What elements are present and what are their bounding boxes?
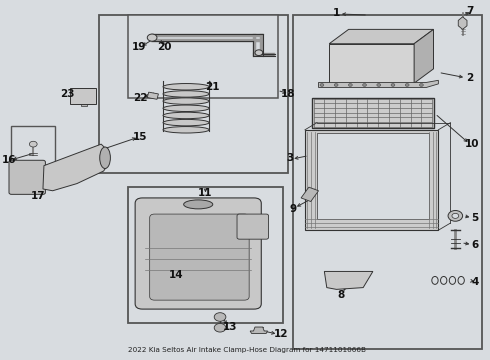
Polygon shape xyxy=(250,327,268,333)
Text: 13: 13 xyxy=(222,322,237,332)
Polygon shape xyxy=(329,44,414,83)
Bar xyxy=(312,98,434,128)
FancyBboxPatch shape xyxy=(9,160,46,194)
Bar xyxy=(312,98,434,128)
Polygon shape xyxy=(147,92,158,99)
Text: 20: 20 xyxy=(157,42,172,52)
Text: 23: 23 xyxy=(60,89,74,99)
Polygon shape xyxy=(324,271,373,289)
Bar xyxy=(317,134,429,220)
Text: 2: 2 xyxy=(466,73,473,83)
Text: 14: 14 xyxy=(169,270,184,280)
Ellipse shape xyxy=(163,105,209,112)
FancyBboxPatch shape xyxy=(70,88,96,104)
Circle shape xyxy=(255,50,263,55)
Ellipse shape xyxy=(163,84,209,90)
FancyBboxPatch shape xyxy=(149,214,249,300)
Text: 7: 7 xyxy=(466,6,474,17)
Circle shape xyxy=(214,323,226,332)
Bar xyxy=(305,130,439,230)
Bar xyxy=(15,180,39,183)
Bar xyxy=(293,15,482,348)
Ellipse shape xyxy=(163,98,209,104)
Polygon shape xyxy=(329,30,434,44)
Circle shape xyxy=(452,213,459,219)
Bar xyxy=(15,168,39,171)
Circle shape xyxy=(363,84,367,86)
Bar xyxy=(15,174,39,177)
Circle shape xyxy=(320,84,324,86)
Ellipse shape xyxy=(163,91,209,97)
Ellipse shape xyxy=(163,112,209,119)
Polygon shape xyxy=(43,144,108,191)
Bar xyxy=(128,15,278,98)
Circle shape xyxy=(348,84,352,86)
Ellipse shape xyxy=(163,127,209,133)
Text: 1: 1 xyxy=(333,8,340,18)
Text: 11: 11 xyxy=(198,188,213,198)
Ellipse shape xyxy=(100,147,110,168)
Text: 3: 3 xyxy=(287,153,294,163)
Circle shape xyxy=(214,313,226,321)
Text: 21: 21 xyxy=(205,82,220,92)
Polygon shape xyxy=(414,30,434,83)
Text: 2022 Kia Seltos Air Intake Clamp-Hose Diagram for 1471101066B: 2022 Kia Seltos Air Intake Clamp-Hose Di… xyxy=(128,347,366,353)
Bar xyxy=(15,162,39,166)
FancyBboxPatch shape xyxy=(135,198,261,309)
Bar xyxy=(81,102,87,107)
Text: 4: 4 xyxy=(471,277,478,287)
Text: 12: 12 xyxy=(273,329,288,339)
Text: 16: 16 xyxy=(2,155,16,165)
Text: 18: 18 xyxy=(281,89,295,99)
Text: 10: 10 xyxy=(465,139,480,149)
Text: 5: 5 xyxy=(471,213,478,222)
Text: 15: 15 xyxy=(133,132,147,142)
Polygon shape xyxy=(301,187,318,202)
FancyBboxPatch shape xyxy=(237,214,269,239)
Polygon shape xyxy=(318,80,439,87)
Circle shape xyxy=(29,141,37,147)
Polygon shape xyxy=(458,17,467,30)
Circle shape xyxy=(391,84,395,86)
Circle shape xyxy=(448,211,463,221)
Circle shape xyxy=(405,84,409,86)
Circle shape xyxy=(377,84,381,86)
Circle shape xyxy=(334,84,338,86)
Text: 8: 8 xyxy=(338,290,345,300)
Text: 17: 17 xyxy=(31,191,46,201)
Circle shape xyxy=(147,34,157,41)
Text: 9: 9 xyxy=(289,204,296,214)
Bar xyxy=(11,126,55,180)
Text: 6: 6 xyxy=(471,239,478,249)
Bar xyxy=(99,15,288,173)
Circle shape xyxy=(419,84,423,86)
Bar xyxy=(15,186,39,189)
Bar xyxy=(128,187,283,323)
Ellipse shape xyxy=(184,200,213,209)
Ellipse shape xyxy=(163,120,209,126)
Text: 19: 19 xyxy=(132,42,146,52)
Text: 22: 22 xyxy=(133,93,147,103)
